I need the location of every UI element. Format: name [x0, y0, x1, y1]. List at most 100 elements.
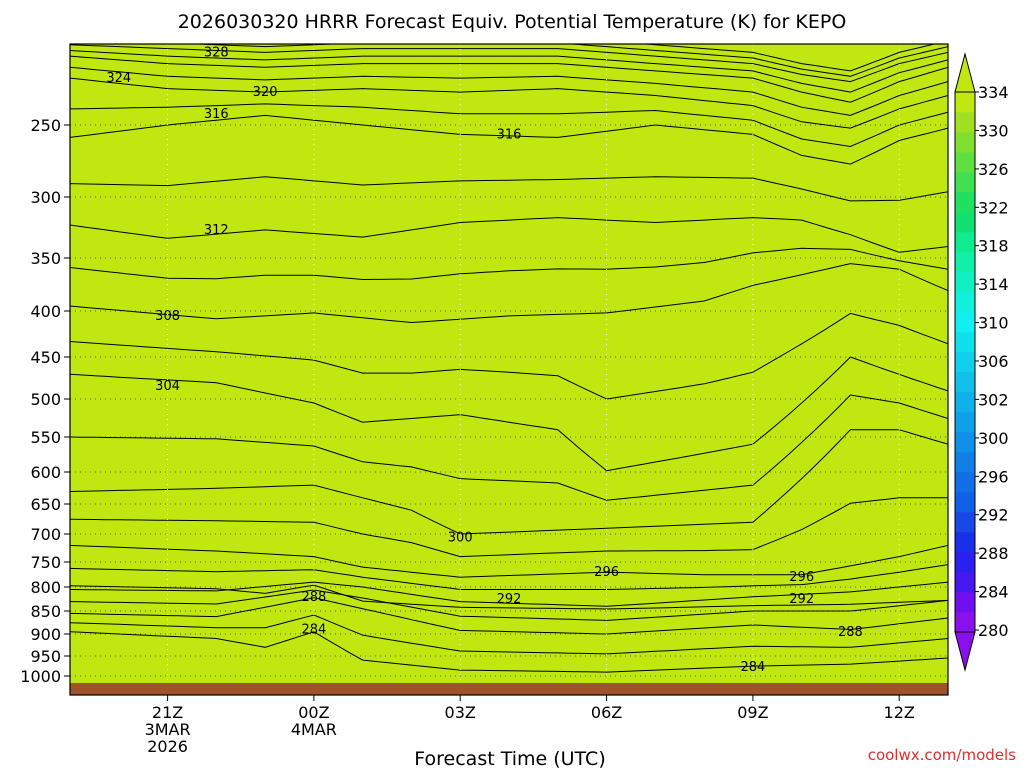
y-tick-label-450: 450 — [30, 348, 61, 367]
contour-328 — [70, 44, 948, 83]
x-tick-label-1-0: 21Z — [152, 703, 183, 722]
y-tick-label-600: 600 — [30, 463, 61, 482]
colorbar-swatch-324 — [955, 172, 975, 193]
colorbar-swatch-300 — [955, 412, 975, 433]
contour-label-316: 316 — [204, 107, 229, 122]
colorbar-label-292: 292 — [978, 506, 1009, 525]
chart-title: 2026030320 HRRR Forecast Equiv. Potentia… — [178, 11, 847, 33]
contour-label-316: 316 — [497, 127, 522, 142]
y-tick-label-800: 800 — [30, 578, 61, 597]
colorbar-label-296: 296 — [978, 467, 1009, 486]
x-tick-label-4-0: 00Z — [298, 703, 329, 722]
contour-label-292: 292 — [497, 592, 522, 607]
y-tick-label-850: 850 — [30, 602, 61, 621]
y-tick-label-900: 900 — [30, 625, 61, 644]
contour-306 — [70, 312, 948, 400]
colorbar-label-326: 326 — [978, 160, 1009, 179]
contour-288 — [70, 597, 948, 635]
contour-282 — [70, 584, 948, 610]
x-tick-label-10-0: 06Z — [591, 703, 622, 722]
y-tick-label-250: 250 — [30, 116, 61, 135]
contour-label-288: 288 — [838, 625, 863, 640]
contour-284 — [70, 631, 948, 673]
contour-322 — [70, 66, 948, 116]
colorbar-swatch-284 — [955, 572, 975, 593]
contour-332 — [640, 44, 937, 72]
colorbar-swatch-330 — [955, 112, 975, 133]
colorbar-label-284: 284 — [978, 583, 1009, 602]
contour-labels: 328 324 320 316 316 312 308 304 300 296 296 292 292 2… — [106, 45, 862, 675]
colorbar-swatch-282 — [955, 592, 975, 613]
contour-286 — [70, 614, 948, 655]
colorbar-label-330: 330 — [978, 121, 1009, 140]
contour-308 — [70, 263, 948, 324]
y-tick-label-400: 400 — [30, 302, 61, 321]
contour-label-308: 308 — [155, 309, 180, 324]
ground-strip — [70, 683, 948, 695]
colorbar-swatch-290 — [955, 512, 975, 533]
colorbar-swatch-292 — [955, 492, 975, 513]
x-tick-label-16-0: 12Z — [884, 703, 915, 722]
contour-320 — [70, 77, 948, 129]
contour-292 — [70, 581, 948, 607]
contour-300 — [70, 429, 948, 535]
plot-frame — [69, 43, 949, 696]
contour-316 — [70, 114, 948, 165]
y-tick-label-550: 550 — [30, 428, 61, 447]
band-332 — [70, 44, 948, 695]
colorbar-swatch-328 — [955, 132, 975, 153]
contour-label-284: 284 — [740, 660, 765, 675]
contour-330 — [187, 44, 948, 77]
colorbar-swatch-302 — [955, 392, 975, 413]
colorbar-swatch-320 — [955, 212, 975, 233]
colorbar-swatch-298 — [955, 432, 975, 453]
credit-text: coolwx.com/models — [868, 746, 1016, 764]
contour-314 — [70, 176, 948, 202]
pressure-axis: 250 300 350 400 450 500 550 600 650 700 750 800 850 9… — [20, 116, 70, 686]
contour-label-320: 320 — [253, 85, 278, 100]
contour-label-284: 284 — [301, 623, 326, 638]
contour-label-288: 288 — [301, 590, 326, 605]
colorbar-label-310: 310 — [978, 314, 1009, 333]
colorbar-swatch-294 — [955, 472, 975, 493]
y-tick-label-750: 750 — [30, 553, 61, 572]
contour-label-328: 328 — [204, 45, 229, 60]
contour-label-296: 296 — [594, 565, 619, 580]
colorbar-label-318: 318 — [978, 237, 1009, 256]
x-tick-label-7-0: 03Z — [445, 703, 476, 722]
colorbar-label-322: 322 — [978, 198, 1009, 217]
contour-lines — [70, 44, 948, 673]
x-tick-label-1-1: 3MAR — [145, 720, 191, 739]
contour-302 — [70, 394, 948, 501]
y-tick-label-500: 500 — [30, 390, 61, 409]
colorbar-swatch-280 — [955, 612, 975, 633]
colorbar-label-280: 280 — [978, 621, 1009, 640]
colorbar-swatch-296 — [955, 452, 975, 473]
contour-304 — [70, 356, 948, 472]
colorbar-frame — [954, 91, 976, 633]
contour-318 — [70, 103, 948, 148]
colorbar: 334 330 326 322 318 314 310 306 302 300 296 292 288 2… — [954, 52, 1009, 672]
colorbar-swatch-286 — [955, 552, 975, 573]
filled-contour-bands — [70, 44, 948, 695]
colorbar-swatch-310 — [955, 312, 975, 333]
contour-326 — [70, 50, 948, 93]
colorbar-swatch-316 — [955, 252, 975, 273]
x-tick-label-1-2: 2026 — [147, 737, 188, 756]
colorbar-bottom-arrow — [954, 631, 976, 672]
contour-296 — [70, 544, 948, 578]
contour-label-304: 304 — [155, 379, 180, 394]
colorbar-label-300: 300 — [978, 429, 1009, 448]
x-axis-label: Forecast Time (UTC) — [414, 748, 605, 768]
colorbar-swatch-332 — [955, 92, 975, 113]
y-tick-label-650: 650 — [30, 495, 61, 514]
contour-310 — [70, 247, 948, 281]
colorbar-swatch-288 — [955, 532, 975, 553]
contour-label-312: 312 — [204, 223, 229, 238]
x-tick-label-4-1: 4MAR — [291, 720, 337, 739]
grid-lines — [70, 44, 948, 695]
colorbar-swatch-306 — [955, 352, 975, 373]
colorbar-swatch-312 — [955, 292, 975, 313]
colorbar-label-314: 314 — [978, 275, 1009, 294]
y-tick-label-350: 350 — [30, 249, 61, 268]
